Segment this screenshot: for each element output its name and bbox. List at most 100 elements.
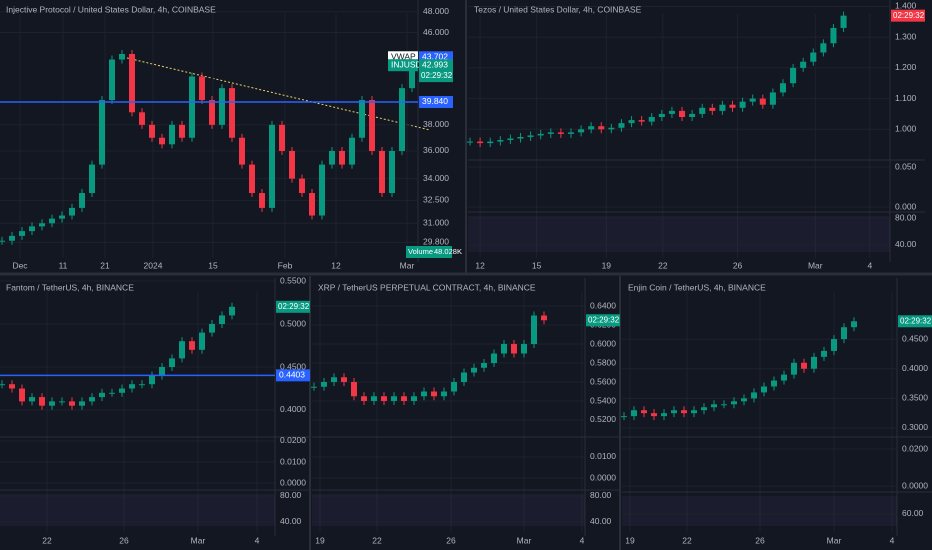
candle [79, 193, 85, 208]
y-tick-label: 0.4000 [280, 404, 306, 414]
candle [779, 83, 787, 93]
candle [830, 27, 837, 44]
candle [19, 231, 25, 236]
candle [339, 150, 345, 165]
candle [19, 388, 25, 402]
candle [49, 218, 55, 224]
candle [517, 136, 524, 139]
candle [119, 53, 125, 60]
candle [487, 141, 494, 144]
y-tick-label: 0.0200 [902, 443, 928, 453]
y-tick-label: 29.800 [423, 237, 449, 247]
y-tick-label: 80.00 [280, 490, 302, 500]
candle [598, 126, 605, 130]
y-tick-label: 0.5200 [590, 414, 616, 424]
candle [621, 416, 627, 418]
candle [628, 120, 635, 124]
candle [219, 88, 225, 125]
candle [567, 132, 575, 134]
candle [399, 88, 405, 151]
timer-label: 02:29:32 [421, 71, 453, 80]
candle [199, 76, 205, 101]
y-tick-label: 0.3500 [902, 393, 928, 403]
candle [578, 129, 585, 133]
candle [527, 135, 534, 137]
chart-title: Tezos / United States Dollar, 4h, COINBA… [474, 4, 642, 14]
y-tick-label: 0.5400 [590, 395, 616, 405]
timer-label: 02:29:32 [893, 11, 925, 20]
candle [821, 350, 827, 357]
price-badge-label: 43.702 [422, 52, 448, 62]
candle [341, 377, 347, 383]
candle [119, 388, 125, 393]
x-tick-label: 22 [372, 535, 382, 545]
trend-line [122, 56, 431, 131]
candle [759, 98, 766, 105]
y-tick-label: 0.4500 [902, 333, 928, 343]
candle [790, 67, 797, 84]
candle [721, 404, 727, 406]
candle [681, 410, 687, 414]
y-tick-label: 40.00 [590, 516, 612, 526]
y-tick-label: 48.000 [423, 6, 449, 16]
candle [89, 164, 95, 194]
candle [588, 126, 595, 130]
candle [359, 100, 365, 138]
candle [466, 141, 474, 143]
candle [618, 123, 625, 128]
candle [149, 124, 155, 138]
x-tick-label: 15 [532, 260, 542, 270]
candle [179, 124, 185, 138]
candle [259, 193, 265, 208]
y-tick-label: 0.050 [895, 161, 917, 171]
candle [831, 339, 837, 351]
candle [671, 410, 677, 414]
timer-label: 02:29:32 [278, 302, 310, 311]
y-tick-label: 0.6000 [590, 338, 616, 348]
y-tick-label: 0.4500 [280, 361, 306, 371]
volume-label: 48.028K [434, 247, 462, 256]
candle [331, 377, 337, 383]
candle [169, 124, 175, 145]
y-tick-label: 38.000 [423, 119, 449, 129]
y-tick-label: 0.0000 [902, 480, 928, 490]
candle [219, 315, 225, 325]
candle [59, 215, 65, 219]
rsi-band [0, 494, 275, 526]
candle [159, 367, 165, 376]
candle [189, 341, 195, 350]
y-tick-label: 0.5500 [280, 275, 306, 285]
y-tick-label: 0.000 [895, 201, 917, 211]
candle [477, 141, 484, 144]
y-tick-label: 0.0100 [280, 456, 306, 466]
volume-name: Volume [408, 247, 433, 256]
price-badge-label: 0.4403 [279, 370, 305, 380]
candle [371, 396, 377, 402]
candle [461, 372, 467, 383]
candle [547, 132, 554, 134]
candle [521, 344, 527, 354]
candle [648, 117, 655, 122]
y-tick-label: 0.6400 [590, 300, 616, 310]
candle [139, 112, 145, 125]
timer-label: 02:29:32 [900, 316, 932, 325]
candle [537, 133, 544, 136]
candle [139, 384, 145, 386]
candle [800, 61, 807, 68]
x-tick-label: 12 [475, 260, 485, 270]
candle [9, 384, 15, 389]
x-tick-label: Dec [12, 260, 28, 270]
candle [361, 396, 367, 402]
candle [771, 380, 777, 387]
candle [840, 15, 847, 28]
timer-badge [586, 314, 620, 327]
candle [631, 410, 637, 417]
chart-title: XRP / TetherUS PERPETUAL CONTRACT, 4h, B… [318, 282, 536, 292]
candle [497, 140, 504, 142]
candle [129, 384, 135, 389]
candle [249, 164, 255, 194]
candle [109, 59, 115, 101]
candle [329, 150, 335, 165]
candle [641, 410, 647, 414]
